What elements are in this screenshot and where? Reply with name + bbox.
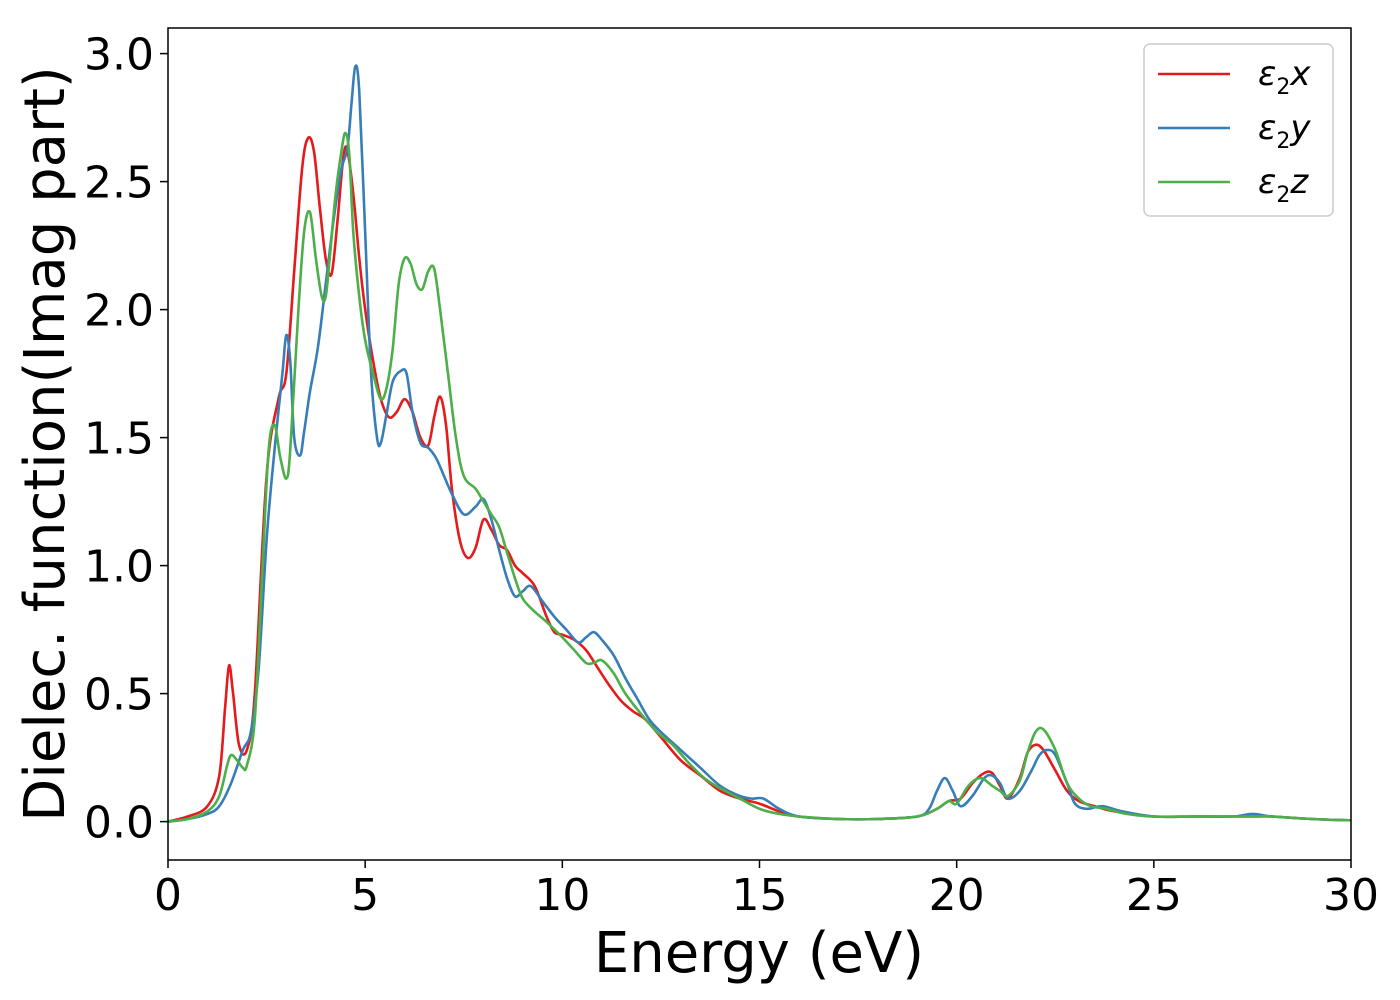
x-tick-label: 30: [1323, 870, 1379, 921]
x-axis-label: Energy (eV): [594, 921, 924, 986]
legend-label-subscript: 2: [1276, 75, 1290, 100]
legend-label-subscript: 2: [1276, 129, 1290, 154]
legend-label-suffix: x: [1289, 54, 1311, 94]
series-line-y: [168, 64, 1351, 823]
y-tick-label: 2.5: [84, 158, 154, 209]
x-tick-label: 10: [534, 870, 590, 921]
y-tick-label: 3.0: [84, 30, 154, 81]
legend-label-base: ε: [1258, 108, 1276, 148]
y-tick-label: 0.0: [84, 798, 154, 849]
legend-label-y: ε2y: [1258, 108, 1311, 154]
x-axis: 0 5 10 15 20 25 30: [154, 860, 1379, 921]
y-axis: 0.0 0.5 1.0 1.5 2.0 2.5 3.0: [84, 30, 168, 849]
legend-label-subscript: 2: [1276, 183, 1290, 208]
x-tick-label: 15: [732, 870, 788, 921]
legend-label-x: ε2x: [1258, 54, 1311, 100]
legend-label-suffix: y: [1289, 108, 1311, 148]
legend-label-z: ε2z: [1258, 162, 1309, 208]
y-tick-label: 1.0: [84, 542, 154, 593]
legend-label-suffix: z: [1289, 162, 1309, 202]
y-tick-label: 0.5: [84, 670, 154, 721]
y-axis-label: Dielec. function(Imag part): [13, 66, 78, 822]
x-tick-label: 25: [1126, 870, 1182, 921]
x-tick-label: 5: [351, 870, 379, 921]
legend-label-base: ε: [1258, 54, 1276, 94]
x-tick-label: 0: [154, 870, 182, 921]
x-tick-label: 20: [929, 870, 985, 921]
y-tick-label: 2.0: [84, 286, 154, 337]
y-tick-label: 1.5: [84, 414, 154, 465]
legend-box: [1143, 43, 1334, 217]
series-line-z: [168, 131, 1351, 823]
series-layer: [168, 64, 1351, 823]
legend-label-base: ε: [1258, 162, 1276, 202]
